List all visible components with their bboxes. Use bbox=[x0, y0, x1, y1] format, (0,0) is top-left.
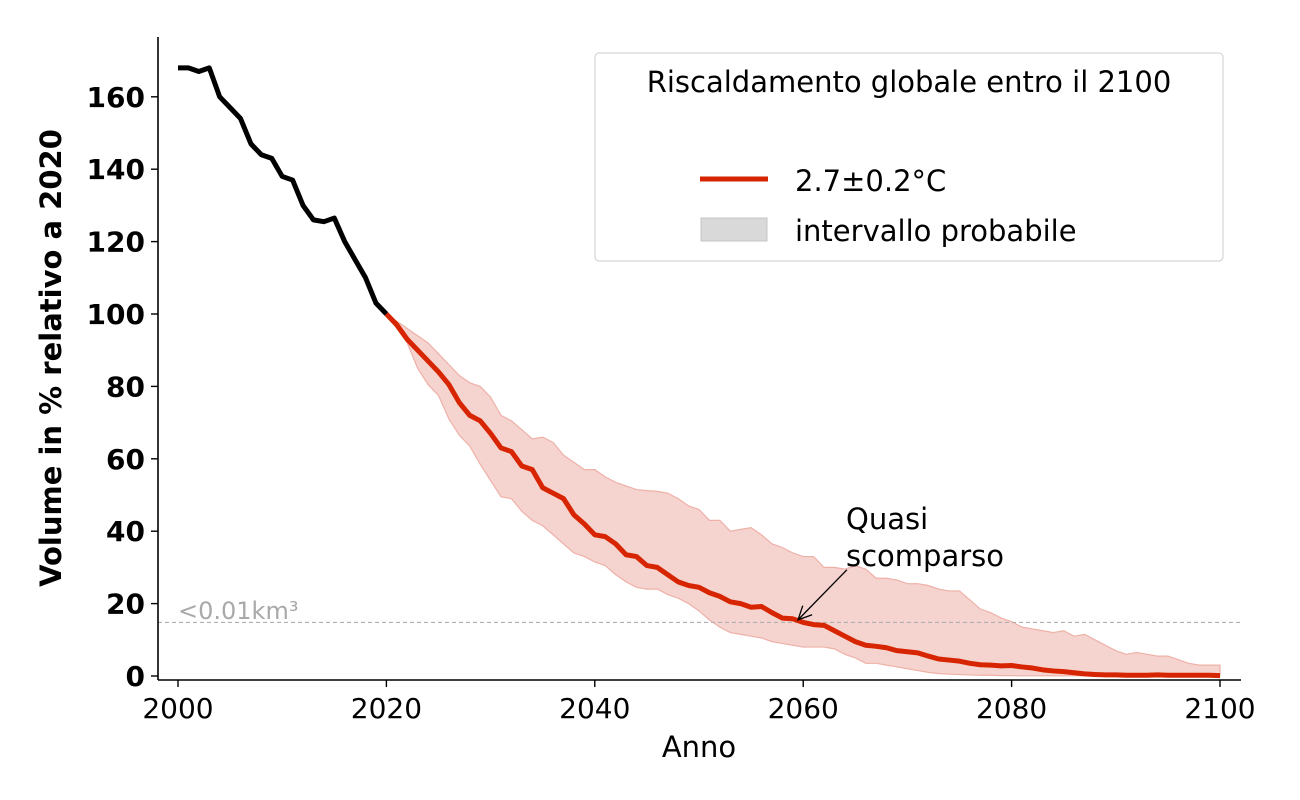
annotation-line-2: scomparso bbox=[846, 539, 1004, 573]
y-ticks: 0 20 40 60 80 100 120 140 160 bbox=[87, 81, 158, 693]
legend: Riscaldamento globale entro il 2100 2.7±… bbox=[594, 52, 1224, 262]
x-tick-label: 2040 bbox=[559, 692, 630, 725]
y-tick-label: 20 bbox=[106, 588, 145, 621]
y-tick-label: 60 bbox=[106, 443, 145, 476]
x-tick-label: 2060 bbox=[768, 692, 839, 725]
y-tick-label: 160 bbox=[87, 81, 145, 114]
threshold-label: <0.01km³ bbox=[178, 597, 298, 625]
y-tick-label: 100 bbox=[87, 298, 145, 331]
annotation-line-1: Quasi bbox=[846, 502, 928, 536]
projection-mean-line bbox=[384, 312, 1221, 679]
x-tick-label: 2020 bbox=[351, 692, 422, 725]
legend-patch-swatch bbox=[700, 217, 768, 242]
annotation-arrowhead bbox=[796, 605, 813, 621]
y-tick-label: 0 bbox=[126, 660, 145, 693]
y-tick-label: 140 bbox=[87, 153, 145, 186]
annotation: Quasi scomparso bbox=[796, 502, 1004, 621]
y-tick-label: 40 bbox=[106, 515, 145, 548]
legend-entry-range: intervallo probabile bbox=[795, 214, 1077, 248]
legend-title: Riscaldamento globale entro il 2100 bbox=[647, 65, 1172, 99]
observed-line bbox=[178, 65, 389, 316]
y-tick-label: 80 bbox=[106, 370, 145, 403]
legend-frame bbox=[594, 52, 1224, 262]
y-axis-label: Volume in % relativo a 2020 bbox=[34, 129, 68, 587]
x-tick-label: 2000 bbox=[142, 692, 213, 725]
legend-entry-projection: 2.7±0.2°C bbox=[795, 164, 946, 198]
x-tick-label: 2080 bbox=[976, 692, 1047, 725]
y-tick-label: 120 bbox=[87, 226, 145, 259]
x-tick-label: 2100 bbox=[1184, 692, 1255, 725]
plot-area bbox=[158, 65, 1241, 679]
x-axis-label: Anno bbox=[662, 730, 736, 764]
x-ticks: 2000 2020 2040 2060 2080 2100 bbox=[142, 680, 1256, 725]
annotation-arrow bbox=[797, 569, 848, 621]
